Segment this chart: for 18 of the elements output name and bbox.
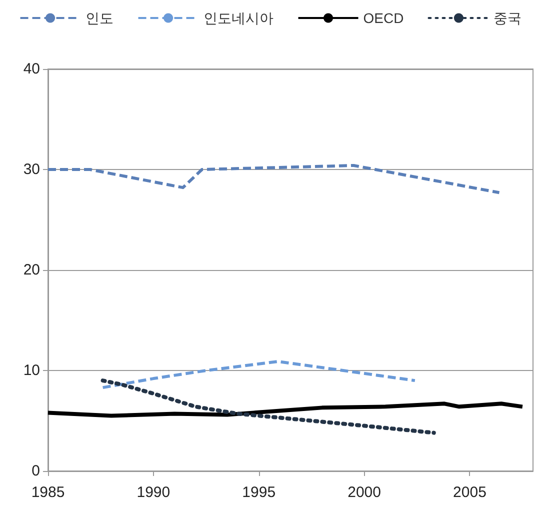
x-tick-label: 1985 [31,484,65,501]
line-series [46,402,524,418]
x-tick-label: 1990 [136,484,170,501]
legend-label: 인도 [85,10,114,26]
legend-label: 중국 [494,10,522,26]
y-tick-label: 40 [23,60,40,78]
y-tick-label: 30 [23,161,40,178]
y-tick-label: 20 [23,262,40,278]
line-series [46,164,501,194]
legend-label: OECD [363,10,404,26]
legend-label: 인도네시아 [203,10,274,26]
y-tick-label: 0 [32,462,40,480]
line-series [100,378,436,435]
y-tick-label: 10 [23,362,40,379]
x-tick-label: 2000 [348,484,381,501]
x-tick-label: 2005 [453,484,486,501]
x-tick-label: 1995 [242,484,276,501]
line-series [101,360,416,390]
